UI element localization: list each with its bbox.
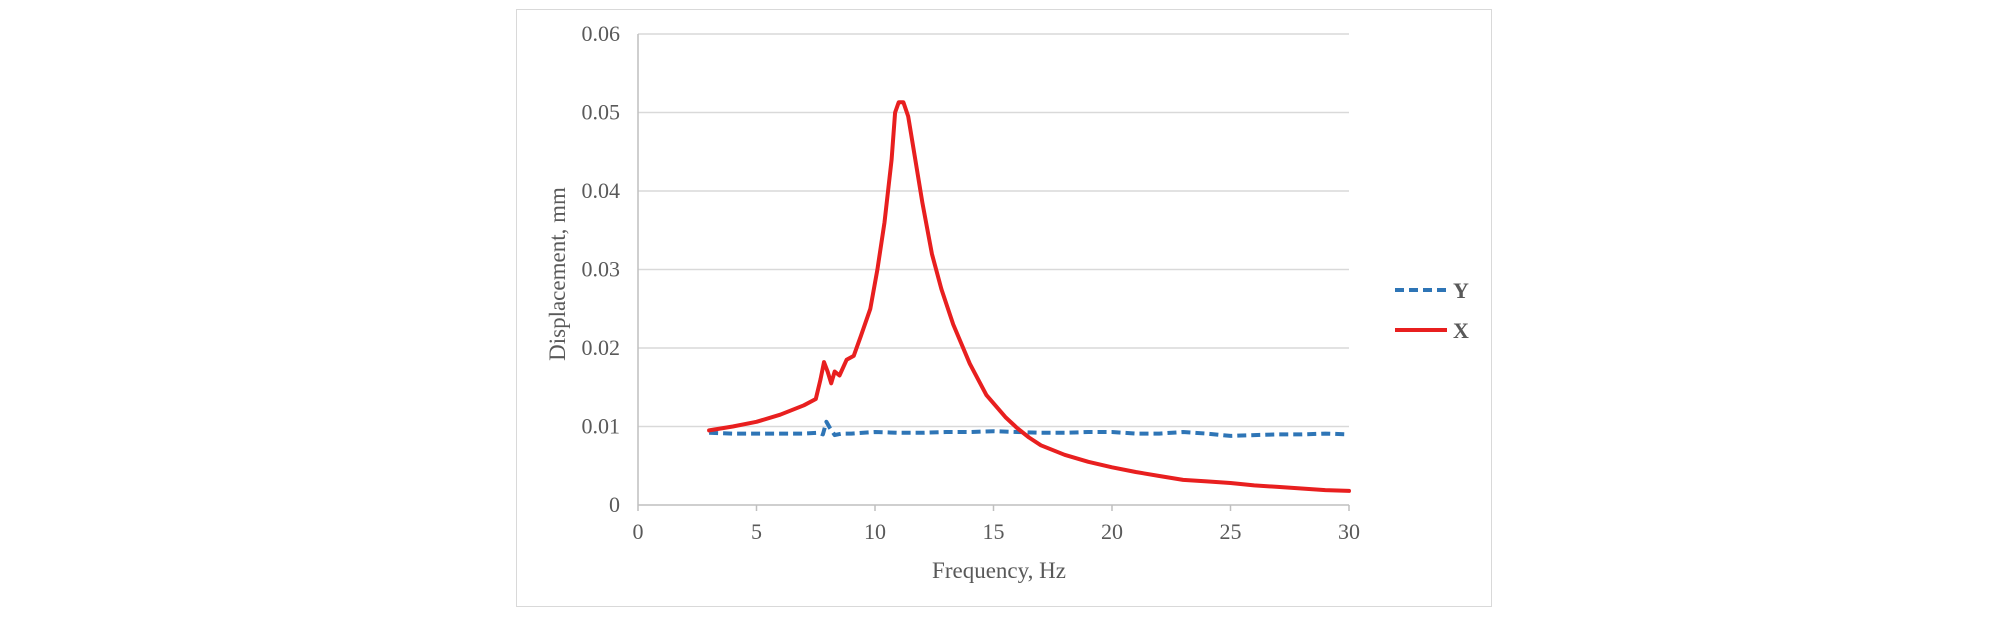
legend-label-y: Y bbox=[1453, 278, 1469, 303]
y-tick-labels: 0 0.01 0.02 0.03 0.04 0.05 0.06 bbox=[582, 21, 621, 517]
legend-label-x: X bbox=[1453, 318, 1469, 343]
x-tick-label: 0 bbox=[633, 519, 644, 544]
axes bbox=[637, 34, 1350, 511]
series-line-x bbox=[707, 100, 1351, 493]
y-tick-label: 0.04 bbox=[582, 178, 621, 203]
x-tick-label: 5 bbox=[751, 519, 762, 544]
series-lines bbox=[707, 100, 1351, 493]
y-tick-label: 0.02 bbox=[582, 335, 621, 360]
x-tick-label: 25 bbox=[1220, 519, 1242, 544]
chart-frame bbox=[516, 9, 1492, 607]
y-tick-label: 0.05 bbox=[582, 100, 621, 125]
y-tick-label: 0.06 bbox=[582, 21, 621, 46]
y-tick-label: 0.01 bbox=[582, 414, 621, 439]
x-tick-label: 30 bbox=[1338, 519, 1360, 544]
x-axis-title: Frequency, Hz bbox=[932, 558, 1066, 583]
x-tick-labels: 0 5 10 15 20 25 30 bbox=[633, 519, 1361, 544]
y-axis-title: Displacement, mm bbox=[545, 187, 570, 361]
x-tick-label: 20 bbox=[1101, 519, 1123, 544]
x-tick-label: 10 bbox=[864, 519, 886, 544]
gridlines bbox=[638, 33, 1349, 428]
y-tick-label: 0.03 bbox=[582, 257, 621, 282]
legend: YX bbox=[1395, 278, 1469, 343]
x-tick-label: 15 bbox=[983, 519, 1005, 544]
series-line-y bbox=[709, 419, 1350, 438]
y-tick-label: 0 bbox=[609, 492, 620, 517]
